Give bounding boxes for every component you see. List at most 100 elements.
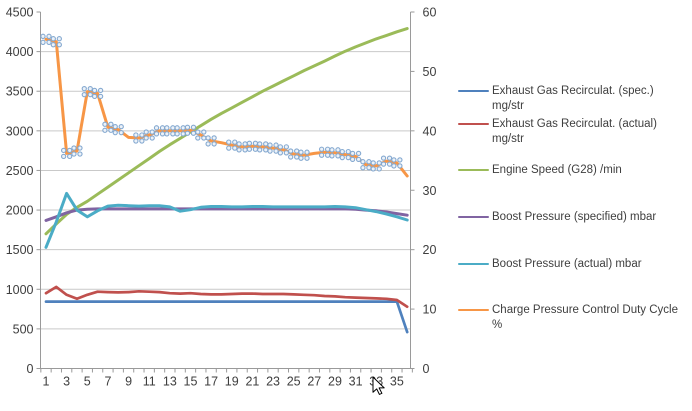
x-axis-label: 23	[266, 375, 280, 389]
legend-item-0[interactable]: Exhaust Gas Recirculat. (spec.) mg/str	[457, 84, 654, 114]
selection-handle-icon	[164, 125, 170, 131]
selection-handle-icon	[87, 91, 93, 98]
selection-handle-icon	[143, 129, 149, 135]
series-line-1[interactable]	[44, 285, 409, 309]
selection-handle-icon	[304, 155, 310, 161]
selection-handle-icon	[324, 146, 331, 152]
legend-item-3[interactable]: Boost Pressure (specified) mbar	[457, 210, 656, 225]
chart-legend: Exhaust Gas Recirculat. (spec.) mg/str Exh…	[457, 0, 691, 411]
selection-handle-icon	[50, 42, 56, 48]
x-axis-label: 35	[390, 375, 404, 389]
selection-handle-icon	[226, 145, 232, 151]
selection-handle-icon	[205, 141, 211, 147]
selection-handle-icon	[118, 129, 124, 136]
selection-handle-icon	[87, 85, 93, 92]
legend-item-2[interactable]: Engine Speed (G28) /min	[457, 163, 622, 178]
selection-handle-icon	[366, 165, 372, 171]
left-axis-label: 4500	[6, 6, 34, 20]
selection-handle-icon	[267, 142, 273, 148]
selection-handle-icon	[91, 87, 98, 94]
selection-handle-icon	[345, 154, 351, 161]
selection-handle-icon	[380, 155, 387, 161]
left-axis-label: 1500	[6, 243, 34, 257]
selection-handle-icon	[267, 148, 273, 154]
series-line-0[interactable]	[44, 300, 409, 334]
series-line-2[interactable]	[44, 27, 409, 236]
legend-item-1[interactable]: Exhaust Gas Recirculat. (actual) mg/str	[457, 117, 657, 147]
selection-handle-icon	[252, 140, 259, 146]
selection-handle-icon	[263, 147, 269, 153]
selection-handle-icon	[380, 161, 387, 167]
right-axis-label: 20	[423, 243, 437, 257]
selection-handle-icon	[40, 39, 46, 45]
right-axis-label: 50	[423, 65, 437, 79]
selection-handle-icon	[391, 163, 397, 169]
selection-handle-icon	[360, 159, 366, 165]
left-axis-label: 500	[13, 322, 34, 336]
selection-handle-icon	[112, 123, 118, 130]
selection-handle-icon	[180, 125, 186, 131]
selection-handle-icon	[190, 124, 197, 130]
legend-swatch-icon	[458, 309, 489, 312]
selection-handle-icon	[277, 150, 284, 156]
selection-handle-icon	[288, 148, 294, 154]
selection-handle-icon	[108, 121, 114, 127]
selection-handle-icon	[339, 154, 345, 161]
selection-handle-icon	[118, 123, 124, 130]
selection-handle-icon	[257, 147, 263, 153]
selection-handle-icon	[211, 135, 217, 141]
selection-handle-icon	[246, 140, 253, 146]
selection-handle-icon	[252, 146, 259, 152]
selection-handle-icon	[236, 141, 242, 147]
selection-handle-icon	[153, 125, 160, 131]
legend-swatch-icon	[458, 123, 489, 126]
legend-item-4[interactable]: Boost Pressure (actual) mbar	[457, 257, 642, 272]
series-line-3[interactable]	[44, 207, 409, 222]
x-axis-label: 33	[369, 375, 383, 389]
selection-handle-icon	[46, 33, 52, 39]
selection-handle-icon	[376, 160, 382, 166]
left-axis-label: 2500	[6, 164, 34, 178]
selection-handle-icon	[370, 166, 376, 172]
selection-handle-icon	[190, 130, 197, 136]
legend-item-5[interactable]: Charge Pressure Control Duty Cycle%	[457, 303, 678, 333]
legend-label: Boost Pressure (specified) mbar	[492, 211, 657, 223]
selection-handle-icon	[288, 154, 294, 160]
selection-handle-icon	[324, 152, 331, 158]
legend-label: Exhaust Gas Recirculat. (actual) mg/str	[492, 118, 657, 145]
selection-handle-icon	[257, 141, 263, 147]
selection-handle-icon	[195, 129, 201, 135]
selection-handle-icon	[159, 125, 166, 131]
selection-handle-icon	[102, 127, 108, 133]
series-line-4[interactable]	[44, 191, 409, 249]
selection-handle-icon	[164, 131, 170, 137]
selection-handle-icon	[236, 147, 242, 153]
selection-handle-icon	[46, 39, 52, 45]
selection-handle-icon	[397, 157, 403, 163]
selection-handle-icon	[66, 153, 73, 160]
selection-handle-icon	[195, 135, 201, 141]
series-line-5[interactable]	[44, 37, 409, 178]
selection-handle-icon	[211, 141, 217, 147]
selection-handle-icon	[366, 159, 372, 165]
selection-handle-icon	[277, 144, 284, 150]
selection-handle-icon	[386, 155, 393, 161]
selection-handle-icon	[386, 161, 393, 167]
selection-handle-icon	[174, 125, 180, 131]
selection-handle-icon	[56, 42, 62, 48]
selection-handle-icon	[370, 160, 376, 166]
left-axis-label: 3000	[6, 124, 34, 138]
selection-handle-icon	[391, 157, 397, 163]
selection-handle-icon	[108, 127, 114, 133]
x-axis-label: 5	[84, 375, 91, 389]
selection-handle-icon	[349, 156, 356, 163]
left-axis-label: 0	[27, 362, 34, 376]
selection-handle-icon	[170, 125, 176, 131]
selection-handle-icon	[283, 144, 290, 150]
selection-handle-icon	[143, 135, 149, 141]
left-axis-label: 2000	[6, 204, 34, 218]
selection-handle-icon	[360, 165, 366, 171]
selection-handle-icon	[397, 163, 403, 169]
selection-handle-icon	[205, 135, 211, 141]
